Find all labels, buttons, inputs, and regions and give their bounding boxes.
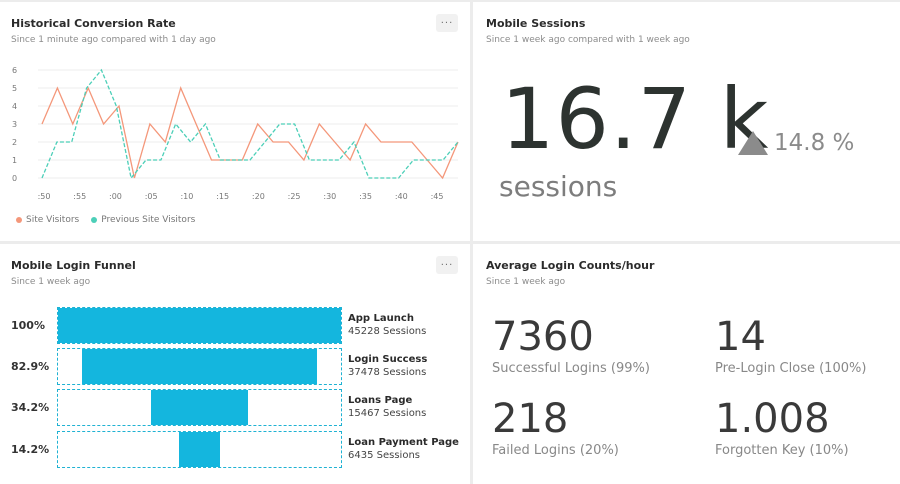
x-tick-label: :25	[288, 192, 301, 201]
stat-value: 1.008	[715, 396, 830, 442]
funnel-step-label: App Launch	[348, 313, 414, 324]
funnel-step: 100% App Launch 45228 Sessions	[0, 307, 470, 344]
funnel-step: 82.9% Login Success 37478 Sessions	[0, 348, 470, 385]
panel-subtitle: Since 1 week ago compared with 1 week ag…	[486, 35, 690, 45]
series-line-previous-site-visitors	[41, 68, 459, 180]
funnel-step: 14.2% Loan Payment Page 6435 Sessions	[0, 431, 470, 468]
sessions-value: 16.7 k	[501, 70, 770, 168]
x-tick-label: :05	[145, 192, 158, 201]
stat-pre-login-close: 14 Pre-Login Close (100%)	[715, 317, 866, 376]
x-tick-label: :20	[252, 192, 265, 201]
trend-value: 14.8 %	[774, 130, 855, 156]
chart-legend: Site Visitors Previous Site Visitors	[16, 215, 195, 225]
y-tick-label: 6	[12, 66, 17, 75]
funnel-step-percent: 14.2%	[11, 443, 50, 456]
funnel-step-percent: 100%	[11, 319, 45, 332]
funnel-step-bar[interactable]	[179, 432, 220, 467]
y-tick-label: 3	[12, 120, 17, 129]
stat-label: Pre-Login Close (100%)	[715, 361, 867, 376]
trend-indicator: 14.8 %	[738, 130, 854, 156]
x-tick-label: :45	[431, 192, 444, 201]
legend-dot-icon	[91, 217, 98, 223]
funnel-step-label: Login Success	[348, 354, 428, 365]
mobile-sessions-panel: Mobile Sessions Since 1 week ago compare…	[473, 2, 900, 241]
y-tick-label: 0	[12, 174, 17, 183]
y-tick-label: 5	[12, 84, 17, 93]
conversion-line-chart: 0 1 2 3 4 5 6 :50 :55 :00 :05 :10 :15 :20 :25 :30 :35 :40…	[12, 66, 459, 201]
funnel-step-sessions: 45228 Sessions	[348, 326, 427, 337]
funnel-step-track	[57, 307, 342, 344]
funnel-step-bar[interactable]	[151, 390, 248, 425]
x-tick-label: :55	[73, 192, 86, 201]
funnel-step-percent: 34.2%	[11, 401, 50, 414]
legend-dot-icon	[16, 217, 22, 223]
stat-value: 7360	[492, 314, 594, 360]
panel-title: Mobile Sessions	[486, 17, 586, 30]
funnel-step-bar[interactable]	[82, 349, 317, 384]
stat-value: 218	[492, 396, 569, 442]
conversion-rate-panel: Historical Conversion Rate Since 1 minut…	[0, 2, 470, 241]
panel-title: Historical Conversion Rate	[11, 17, 176, 30]
sessions-unit: sessions	[499, 170, 618, 203]
stat-successful-logins: 7360 Successful Logins (99%)	[492, 317, 650, 376]
funnel-step-bar[interactable]	[58, 308, 341, 343]
funnel-step-percent: 82.9%	[11, 360, 50, 373]
stat-value: 14	[715, 314, 766, 360]
trend-up-icon	[738, 131, 768, 155]
panel-subtitle: Since 1 week ago	[486, 277, 566, 287]
x-tick-label: :00	[109, 192, 122, 201]
panel-subtitle: Since 1 week ago	[11, 277, 91, 287]
panel-title: Average Login Counts/hour	[486, 259, 655, 272]
x-tick-label: :40	[395, 192, 408, 201]
funnel-step-track	[57, 431, 342, 468]
x-tick-label: :10	[180, 192, 193, 201]
funnel-step: 34.2% Loans Page 15467 Sessions	[0, 389, 470, 426]
stat-label: Forgotten Key (10%)	[715, 443, 849, 458]
legend-label: Previous Site Visitors	[101, 215, 196, 225]
more-options-button[interactable]: ...	[436, 256, 458, 274]
y-tick-label: 4	[12, 102, 17, 111]
funnel-step-track	[57, 348, 342, 385]
stat-label: Successful Logins (99%)	[492, 361, 650, 376]
funnel-step-track	[57, 389, 342, 426]
funnel-step-sessions: 6435 Sessions	[348, 450, 420, 461]
stat-forgotten-key: 1.008 Forgotten Key (10%)	[715, 399, 849, 458]
x-tick-label: :35	[359, 192, 372, 201]
funnel-step-sessions: 15467 Sessions	[348, 408, 427, 419]
legend-item-previous-site-visitors[interactable]: Previous Site Visitors	[91, 215, 195, 225]
y-tick-label: 1	[12, 156, 17, 165]
legend-item-site-visitors[interactable]: Site Visitors	[16, 215, 79, 225]
legend-label: Site Visitors	[26, 215, 80, 225]
panel-subtitle: Since 1 minute ago compared with 1 day a…	[11, 35, 216, 45]
funnel-step-label: Loan Payment Page	[348, 437, 459, 448]
series-line-site-visitors	[41, 86, 459, 180]
stat-failed-logins: 218 Failed Logins (20%)	[492, 399, 619, 458]
x-tick-label: :30	[323, 192, 336, 201]
y-tick-label: 2	[12, 138, 17, 147]
panel-title: Mobile Login Funnel	[11, 259, 136, 272]
funnel-step-label: Loans Page	[348, 395, 413, 406]
stat-label: Failed Logins (20%)	[492, 443, 619, 458]
login-counts-panel: Average Login Counts/hour Since 1 week a…	[473, 244, 900, 484]
more-options-button[interactable]: ...	[436, 14, 458, 32]
x-tick-label: :50	[38, 192, 51, 201]
login-funnel-panel: Mobile Login Funnel Since 1 week ago ...…	[0, 244, 470, 484]
funnel-step-sessions: 37478 Sessions	[348, 367, 427, 378]
x-tick-label: :15	[216, 192, 229, 201]
